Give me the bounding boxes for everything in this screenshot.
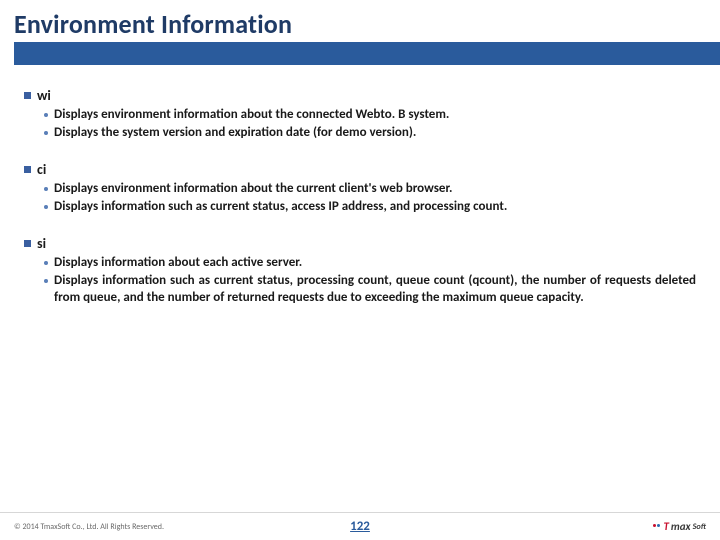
bullet-icon — [44, 131, 48, 135]
slide: Environment Information wi Displays envi… — [0, 0, 720, 540]
section-head-ci: ci — [24, 161, 696, 178]
slide-footer: © 2014 TmaxSoft Co., Ltd. All Rights Res… — [0, 512, 720, 540]
slide-header: Environment Information — [0, 0, 720, 65]
bullet-list: Displays environment information about t… — [44, 180, 696, 215]
bullet-icon — [44, 279, 48, 283]
logo-dot-icon — [653, 524, 656, 527]
section-marker-icon — [24, 240, 31, 247]
list-item: Displays information such as current sta… — [44, 272, 696, 307]
section-name: wi — [37, 87, 51, 104]
section-si: si Displays information about each activ… — [24, 235, 696, 307]
logo-letter: T — [663, 520, 668, 533]
section-name: si — [37, 235, 46, 252]
bullet-icon — [44, 205, 48, 209]
section-marker-icon — [24, 166, 31, 173]
bullet-text: Displays information about each active s… — [54, 254, 302, 272]
bullet-text: Displays the system version and expirati… — [54, 124, 416, 142]
logo-text: max — [671, 520, 691, 533]
section-wi: wi Displays environment information abou… — [24, 87, 696, 141]
slide-title: Environment Information — [14, 8, 720, 40]
bullet-text: Displays information such as current sta… — [54, 198, 507, 216]
list-item: Displays information such as current sta… — [44, 198, 696, 216]
section-name: ci — [37, 161, 46, 178]
section-head-wi: wi — [24, 87, 696, 104]
page-number: 122 — [350, 519, 370, 534]
bullet-icon — [44, 113, 48, 117]
bullet-icon — [44, 187, 48, 191]
list-item: Displays environment information about t… — [44, 180, 696, 198]
slide-content: wi Displays environment information abou… — [0, 65, 720, 540]
list-item: Displays information about each active s… — [44, 254, 696, 272]
bullet-text: Displays information such as current sta… — [54, 272, 696, 307]
section-head-si: si — [24, 235, 696, 252]
bullet-list: Displays environment information about t… — [44, 106, 696, 141]
section-marker-icon — [24, 92, 31, 99]
tmaxsoft-logo: TmaxSoft — [653, 520, 706, 533]
logo-subtext: Soft — [693, 522, 706, 532]
section-ci: ci Displays environment information abou… — [24, 161, 696, 215]
logo-dot-icon — [657, 524, 660, 527]
bullet-text: Displays environment information about t… — [54, 106, 449, 124]
bullet-icon — [44, 261, 48, 265]
header-band — [14, 45, 720, 65]
bullet-list: Displays information about each active s… — [44, 254, 696, 307]
bullet-text: Displays environment information about t… — [54, 180, 452, 198]
copyright-text: © 2014 TmaxSoft Co., Ltd. All Rights Res… — [14, 522, 164, 532]
list-item: Displays the system version and expirati… — [44, 124, 696, 142]
list-item: Displays environment information about t… — [44, 106, 696, 124]
